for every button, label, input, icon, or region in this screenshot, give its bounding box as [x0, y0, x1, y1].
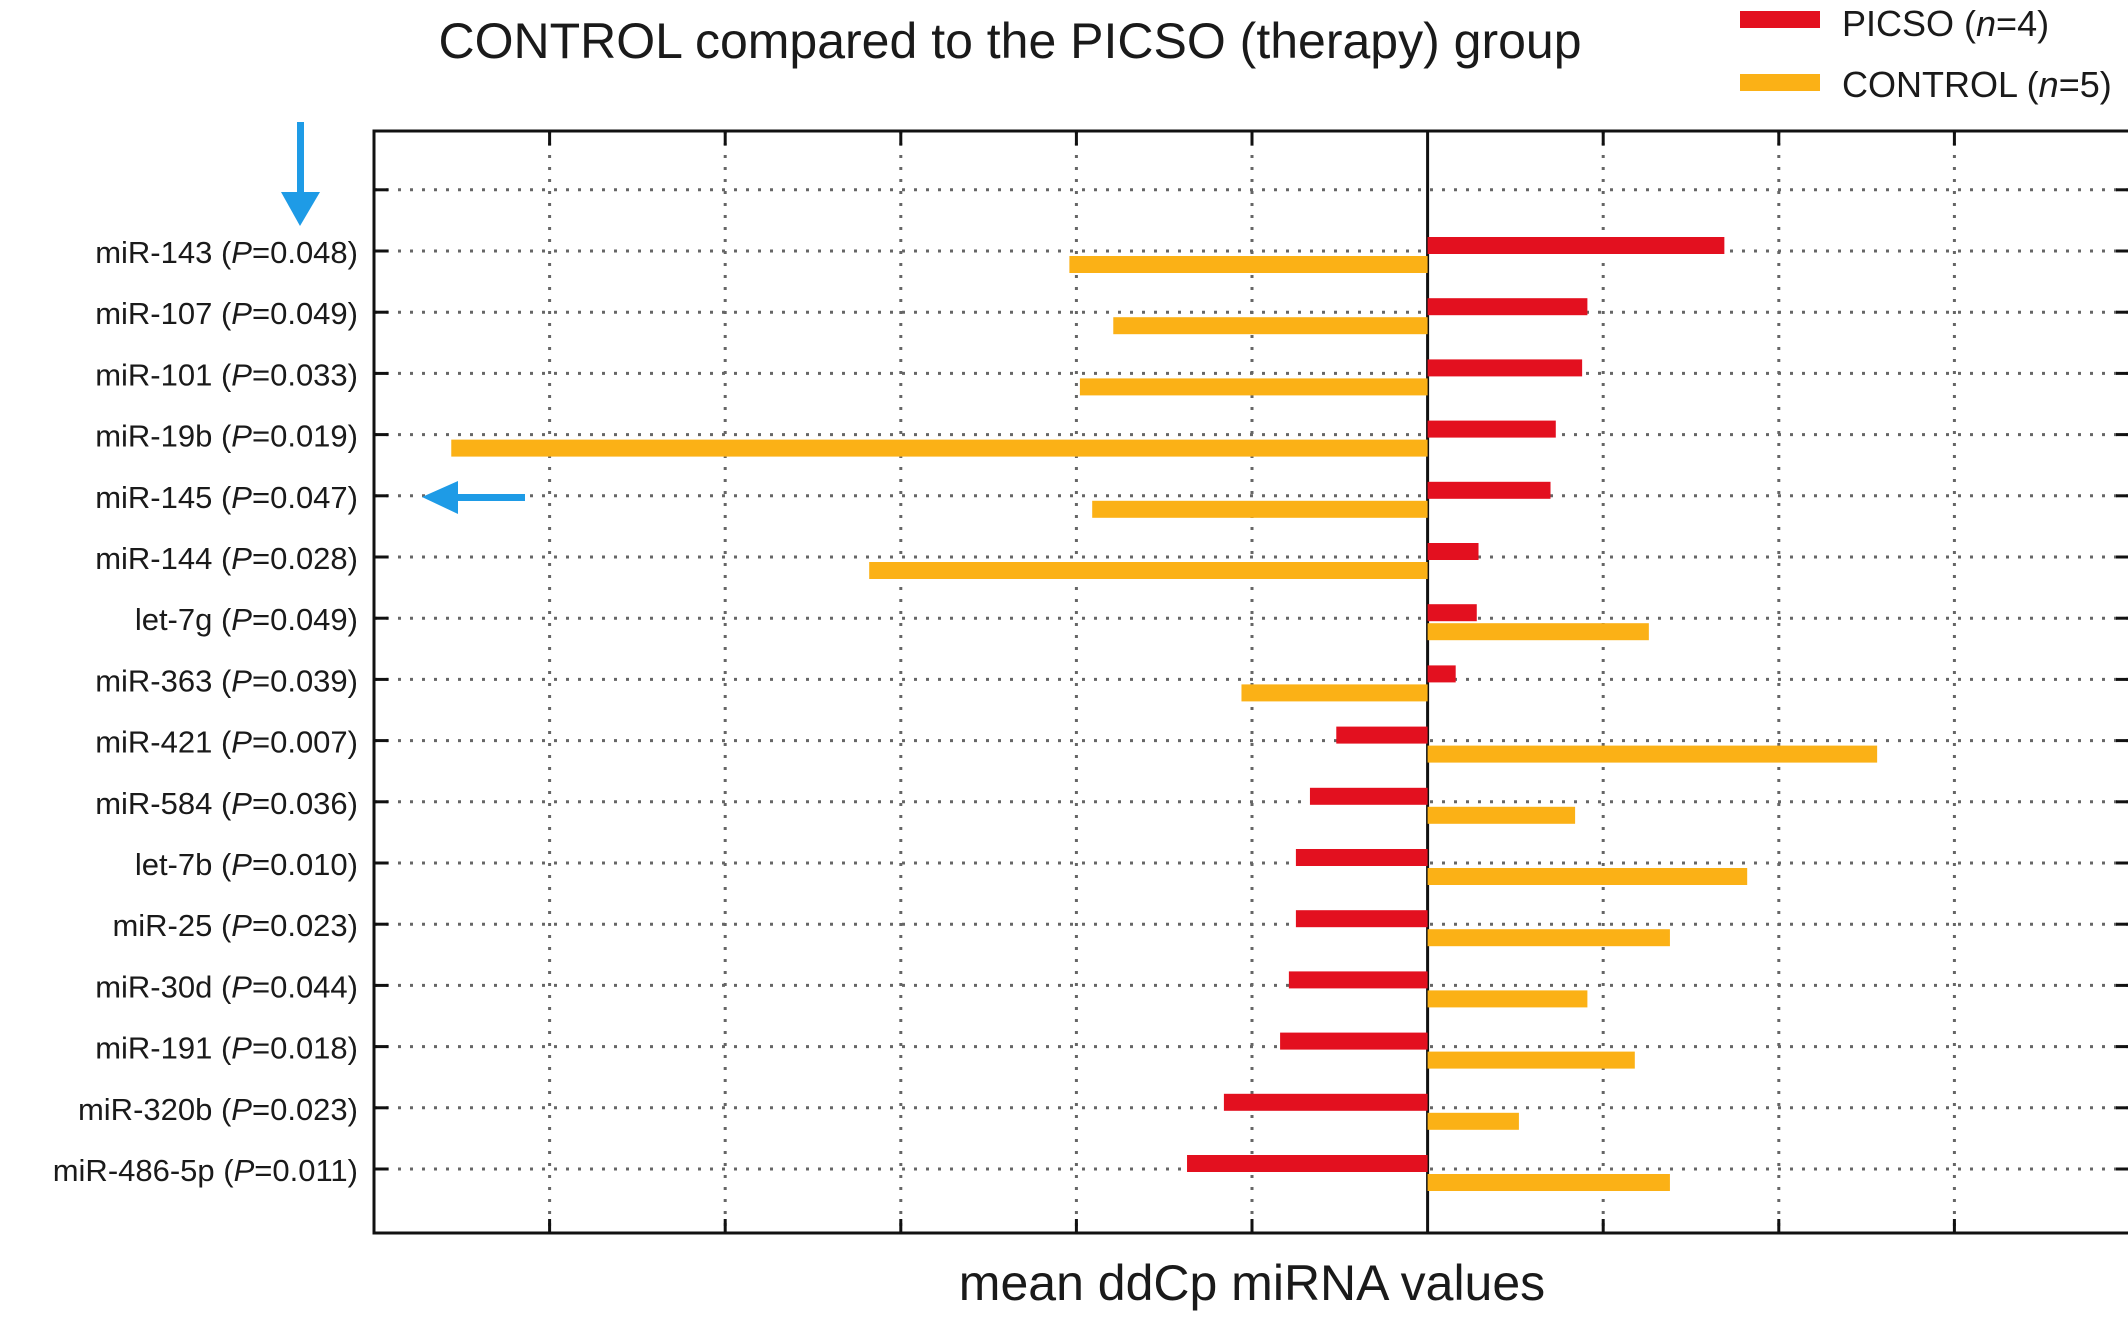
arrow-left-icon [422, 481, 525, 514]
bar-picso-mir-584 [1309, 787, 1428, 805]
bars [451, 237, 1878, 1191]
chart-title: CONTROL compared to the PICSO (therapy) … [438, 13, 1581, 69]
bar-control-mir-486-5p [1427, 1174, 1670, 1191]
bar-picso-mir-421 [1336, 726, 1428, 744]
bar-picso-mir-25 [1295, 910, 1428, 928]
category-label-mir-421: miR-421 (P=0.007) [95, 725, 358, 760]
category-label-mir-320b: miR-320b (P=0.023) [78, 1092, 358, 1127]
bar-control-mir-144 [869, 562, 1428, 579]
bar-picso-mir-145 [1427, 481, 1551, 499]
x-axis-label: mean ddCp miRNA values [959, 1255, 1545, 1311]
legend: PICSO (n=4) CONTROL (n=5) [1740, 3, 2112, 105]
legend-swatch-control [1740, 74, 1820, 91]
category-label-mir-144: miR-144 (P=0.028) [95, 541, 358, 576]
bar-picso-let-7g [1427, 604, 1477, 622]
legend-swatch-picso [1740, 11, 1820, 28]
category-label-mir-486-5p: miR-486-5p (P=0.011) [53, 1153, 358, 1188]
category-label-mir-191: miR-191 (P=0.018) [95, 1031, 358, 1066]
bar-control-mir-363 [1241, 684, 1428, 702]
legend-label-control: CONTROL (n=5) [1842, 64, 2112, 105]
bar-control-mir-25 [1427, 929, 1670, 947]
bar-picso-mir-19b [1427, 420, 1556, 438]
bar-control-mir-30d [1427, 990, 1588, 1008]
bar-control-let-7g [1427, 623, 1649, 641]
bar-control-mir-191 [1427, 1051, 1635, 1069]
category-label-mir-143: miR-143 (P=0.048) [95, 235, 358, 270]
category-label-mir-145: miR-145 (P=0.047) [95, 480, 358, 515]
bar-control-mir-584 [1427, 806, 1576, 824]
category-label-mir-25: miR-25 (P=0.023) [112, 908, 358, 943]
category-label-mir-101: miR-101 (P=0.033) [95, 357, 358, 392]
grid [372, 131, 2128, 1233]
category-label-mir-30d: miR-30d (P=0.044) [95, 969, 358, 1004]
bar-picso-mir-107 [1427, 298, 1588, 316]
category-label-let-7g: let-7g (P=0.049) [135, 602, 358, 637]
bar-control-mir-107 [1113, 317, 1428, 335]
legend-label-picso: PICSO (n=4) [1842, 3, 2049, 44]
category-label-mir-584: miR-584 (P=0.036) [95, 786, 358, 821]
bar-control-mir-143 [1069, 256, 1428, 273]
bar-picso-let-7b [1295, 849, 1428, 866]
category-label-mir-107: miR-107 (P=0.049) [95, 296, 358, 331]
bar-picso-mir-30d [1288, 971, 1428, 989]
bar-picso-mir-363 [1427, 665, 1456, 683]
bar-picso-mir-320b [1223, 1093, 1428, 1111]
plot-frame [372, 129, 2128, 1235]
category-label-let-7b: let-7b (P=0.010) [135, 847, 358, 882]
category-labels: miR-143 (P=0.048) miR-107 (P=0.049) miR-10… [53, 235, 358, 1188]
bar-control-mir-421 [1427, 745, 1878, 763]
bar-picso-mir-143 [1427, 237, 1725, 254]
category-label-mir-363: miR-363 (P=0.039) [95, 663, 358, 698]
bar-picso-mir-191 [1280, 1032, 1428, 1050]
bar-picso-mir-144 [1427, 543, 1479, 560]
bar-control-mir-145 [1092, 500, 1428, 518]
category-label-mir-19b: miR-19b (P=0.019) [95, 419, 358, 454]
bar-control-mir-320b [1427, 1112, 1519, 1130]
bar-picso-mir-486-5p [1187, 1155, 1428, 1172]
bar-picso-mir-101 [1427, 359, 1583, 377]
bar-control-let-7b [1427, 868, 1748, 885]
arrow-down-icon [281, 122, 320, 226]
bar-control-mir-19b [451, 439, 1428, 457]
bar-control-mir-101 [1079, 378, 1428, 396]
